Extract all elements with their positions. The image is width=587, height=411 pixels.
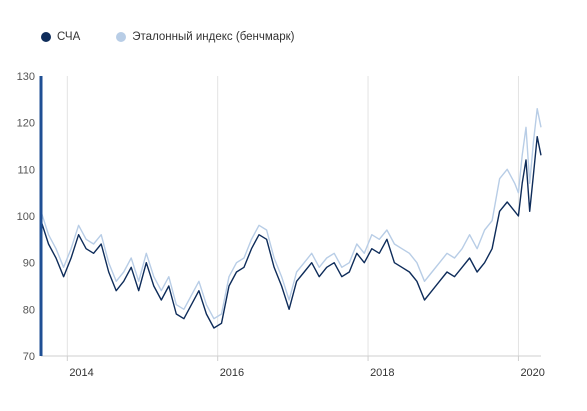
x-tick-label-0: 2014 xyxy=(69,367,93,379)
y-tick-label-0: 70 xyxy=(23,351,35,363)
x-tick-label-3: 2020 xyxy=(520,367,544,379)
legend-marker-nav xyxy=(41,32,51,42)
x-tick-label-2: 2018 xyxy=(370,367,394,379)
y-tick-label-2: 90 xyxy=(23,258,35,270)
series-line-nav xyxy=(40,136,542,329)
y-tick-label-6: 130 xyxy=(17,71,35,83)
legend-marker-benchmark xyxy=(116,32,127,42)
legend-label-nav: СЧА xyxy=(57,31,81,43)
legend-item-benchmark[interactable]: Эталонный индекс (бенчмарк) xyxy=(116,31,294,43)
y-tick-label-4: 110 xyxy=(17,164,35,176)
x-tick-label-1: 2016 xyxy=(220,367,244,379)
y-tick-label-5: 120 xyxy=(17,118,35,130)
legend-item-nav[interactable]: СЧА xyxy=(41,31,80,43)
chart-legend: СЧА Эталонный индекс (бенчмарк) xyxy=(41,31,330,43)
y-tick-label-1: 80 xyxy=(23,304,35,316)
legend-label-benchmark: Эталонный индекс (бенчмарк) xyxy=(132,31,295,43)
series-line-benchmark xyxy=(40,108,542,320)
y-tick-label-3: 100 xyxy=(17,211,35,223)
